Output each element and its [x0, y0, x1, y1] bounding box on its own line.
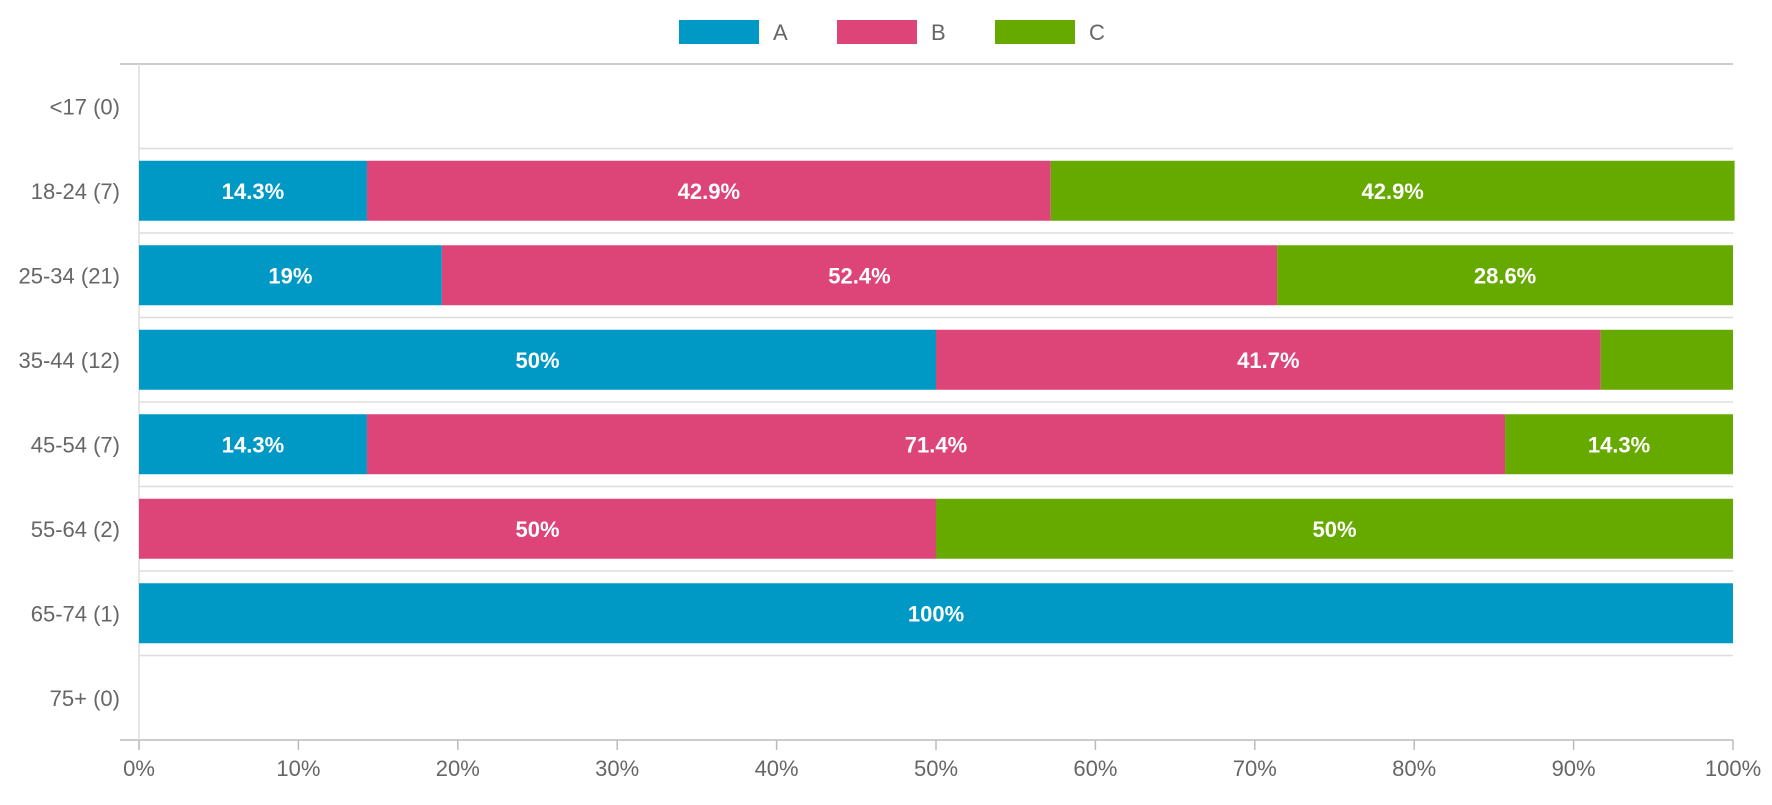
- category-label: 25-34 (21): [18, 263, 120, 288]
- category-label: 75+ (0): [50, 686, 120, 711]
- bar-segment-a: [139, 160, 367, 221]
- category-label: 18-24 (7): [31, 179, 120, 204]
- bar-segment-c: [1277, 245, 1733, 306]
- data-label: 41.7%: [1237, 348, 1299, 373]
- x-tick-label: 60%: [1073, 756, 1117, 781]
- x-tick-label: 50%: [914, 756, 958, 781]
- data-label: 14.3%: [1588, 432, 1650, 457]
- category-label: 45-54 (7): [31, 432, 120, 457]
- data-label: 50%: [515, 348, 559, 373]
- bar-segment-a: [139, 414, 367, 475]
- category-label: 35-44 (12): [18, 348, 120, 373]
- bar-segment-c: [1600, 329, 1733, 390]
- bar-segment-c: [1505, 414, 1733, 475]
- data-label: 100%: [908, 601, 964, 626]
- legend-label-a: A: [773, 20, 788, 45]
- bar-segment-c: [1050, 160, 1735, 221]
- x-tick-label: 40%: [755, 756, 799, 781]
- legend-swatch-a: [679, 20, 759, 44]
- data-label: 42.9%: [678, 179, 740, 204]
- bar-segment-c: [936, 498, 1733, 559]
- legend-swatch-c: [995, 20, 1075, 44]
- category-label: 65-74 (1): [31, 601, 120, 626]
- data-label: 52.4%: [828, 263, 890, 288]
- category-label: 55-64 (2): [31, 517, 120, 542]
- bar-segment-b: [366, 160, 1051, 221]
- legend-swatch-b: [837, 20, 917, 44]
- data-label: 71.4%: [905, 432, 967, 457]
- x-tick-label: 100%: [1705, 756, 1761, 781]
- bar-segment-b: [366, 414, 1506, 475]
- bar-segment-a: [139, 329, 936, 390]
- category-label: <17 (0): [50, 94, 120, 119]
- bar-segment-a: [139, 245, 442, 306]
- x-tick-label: 10%: [276, 756, 320, 781]
- legend-label-c: C: [1089, 20, 1105, 45]
- data-label: 50%: [1312, 517, 1356, 542]
- data-label: 14.3%: [222, 179, 284, 204]
- bar-segment-b: [139, 498, 936, 559]
- x-tick-label: 30%: [595, 756, 639, 781]
- x-tick-label: 0%: [123, 756, 155, 781]
- bar-segment-a: [139, 583, 1733, 644]
- legend-label-b: B: [931, 20, 946, 45]
- data-label: 28.6%: [1474, 263, 1536, 288]
- data-label: 50%: [515, 517, 559, 542]
- bar-segment-b: [441, 245, 1278, 306]
- x-tick-label: 20%: [436, 756, 480, 781]
- bar-segment-b: [936, 329, 1601, 390]
- x-tick-label: 70%: [1233, 756, 1277, 781]
- data-label: 19%: [268, 263, 312, 288]
- data-label: 14.3%: [222, 432, 284, 457]
- x-tick-label: 90%: [1552, 756, 1596, 781]
- x-tick-label: 80%: [1392, 756, 1436, 781]
- data-label: 42.9%: [1361, 179, 1423, 204]
